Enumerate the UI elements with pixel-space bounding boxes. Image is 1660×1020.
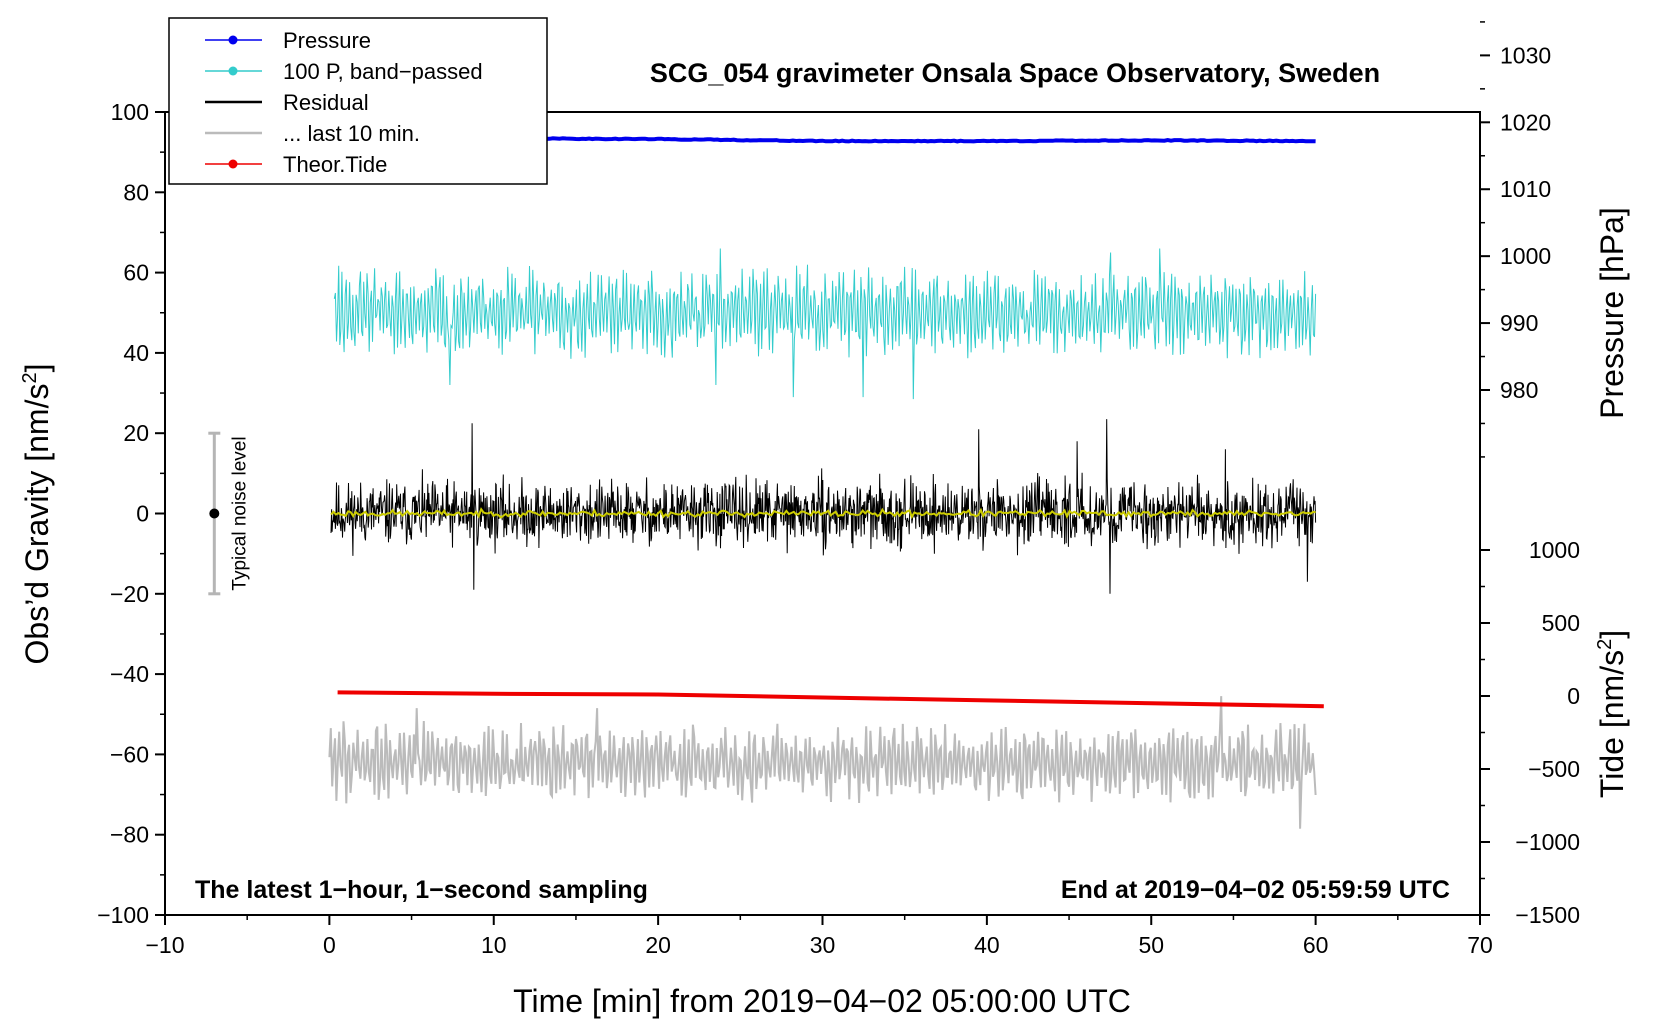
- y-axis-tide: −1500 −1000 −500 0 500 1000: [1480, 537, 1580, 928]
- x-tick-label: 20: [645, 932, 671, 958]
- legend-label: Pressure: [283, 28, 371, 53]
- y-tick-label: 40: [123, 340, 149, 366]
- series-layer: [328, 134, 1324, 829]
- legend-label: ... last 10 min.: [283, 121, 420, 146]
- pressure-tick-label: 1000: [1500, 243, 1551, 269]
- y-axis-left-title-end: ]: [19, 364, 55, 373]
- series-band-passed-line: [333, 248, 1317, 400]
- series-last-10-min-line: [328, 696, 1317, 829]
- annotation-left: The latest 1−hour, 1−second sampling: [195, 876, 648, 904]
- x-tick-label: 10: [481, 932, 507, 958]
- noise-label: Typical noise level: [229, 436, 250, 590]
- y-tick-label: 0: [136, 501, 149, 527]
- x-tick-label: 0: [323, 932, 336, 958]
- y-axis-tide-title-end: ]: [1594, 630, 1630, 639]
- y-tick-label: −20: [110, 581, 149, 607]
- tide-tick-label: 500: [1542, 610, 1580, 636]
- y-tick-label: 20: [123, 420, 149, 446]
- y-axis-pressure-title: Pressure [hPa]: [1594, 207, 1630, 419]
- y-axis-left: −100 −80 −60 −40 −20 0 20 40 60 80 100: [97, 99, 165, 928]
- x-axis-title: Time [min] from 2019−04−02 05:00:00 UTC: [513, 983, 1131, 1019]
- pressure-tick-label: 1010: [1500, 176, 1551, 202]
- y-axis-left-title-main: Obs’d Gravity [nm/s: [19, 384, 55, 665]
- y-tick-label: −40: [110, 661, 149, 687]
- y-tick-label: −100: [97, 902, 149, 928]
- chart-title: SCG_054 gravimeter Onsala Space Observat…: [650, 58, 1380, 88]
- pressure-tick-label: 1030: [1500, 42, 1551, 68]
- tide-tick-label: 1000: [1529, 537, 1580, 563]
- series-residual-line: [330, 419, 1317, 594]
- series-residual-smoothed-line: [330, 507, 1316, 520]
- y-axis-tide-title-main: Tide [nm/s: [1594, 650, 1630, 798]
- legend-swatch-marker: [228, 35, 238, 45]
- y-axis-left-title: Obs’d Gravity [nm/s2]: [19, 364, 55, 665]
- pressure-tick-label: 980: [1500, 377, 1538, 403]
- x-tick-label: −10: [145, 932, 184, 958]
- y-tick-label: 100: [111, 99, 149, 125]
- y-axis-tide-title-sup: 2: [1594, 639, 1616, 650]
- pressure-tick-label: 1020: [1500, 109, 1551, 135]
- y-tick-label: 60: [123, 260, 149, 286]
- noise-level-indicator: Typical noise level: [208, 431, 250, 596]
- y-tick-label: −80: [110, 822, 149, 848]
- x-tick-label: 50: [1138, 932, 1164, 958]
- pressure-tick-label: 990: [1500, 310, 1538, 336]
- x-tick-label: 60: [1303, 932, 1329, 958]
- legend-label: 100 P, band−passed: [283, 59, 483, 84]
- x-axis: −10 0 10 20 30 40 50 60 70: [145, 915, 1493, 958]
- y-tick-label: 80: [123, 179, 149, 205]
- annotation-right: End at 2019−04−02 05:59:59 UTC: [1061, 876, 1450, 904]
- legend-label: Residual: [283, 90, 369, 115]
- x-tick-label: 70: [1467, 932, 1493, 958]
- series-tide-line: [337, 690, 1324, 709]
- tide-tick-label: −1500: [1515, 902, 1580, 928]
- x-tick-label: 30: [810, 932, 836, 958]
- legend: Pressure 100 P, band−passed Residual ... la…: [168, 17, 548, 185]
- x-tick-label: 40: [974, 932, 1000, 958]
- legend-swatch-marker: [228, 66, 238, 76]
- tide-tick-label: −500: [1528, 756, 1580, 782]
- y-axis-left-title-sup: 2: [19, 372, 41, 383]
- y-tick-label: −60: [110, 741, 149, 767]
- y-axis-pressure: 980 990 1000 1010 1020 1030: [1480, 21, 1551, 458]
- legend-label: Theor.Tide: [283, 152, 387, 177]
- legend-swatch-marker: [228, 159, 238, 169]
- noise-dot: [209, 508, 220, 519]
- y-axis-tide-title: Tide [nm/s2]: [1594, 630, 1630, 798]
- tide-tick-label: −1000: [1515, 829, 1580, 855]
- tide-tick-label: 0: [1567, 683, 1580, 709]
